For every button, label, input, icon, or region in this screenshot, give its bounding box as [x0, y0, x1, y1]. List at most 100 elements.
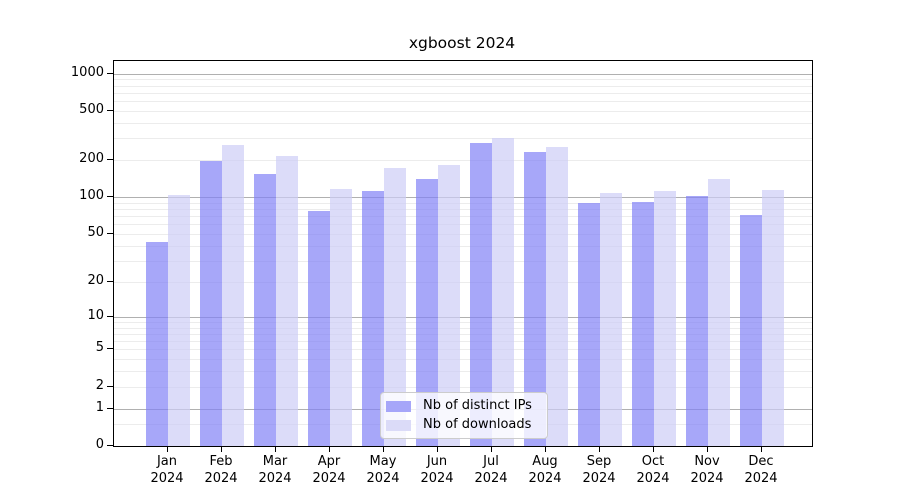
gridline-minor — [114, 101, 812, 103]
x-tick-label-dec: Dec 2024 — [721, 454, 801, 487]
gridline-major — [114, 73, 812, 75]
gridline-minor — [114, 359, 812, 361]
y-tick-mark — [107, 110, 113, 111]
x-tick-label-jul: Jul 2024 — [451, 454, 531, 487]
y-tick-mark — [107, 196, 113, 198]
gridline-minor — [114, 349, 812, 351]
y-tick-label: 50 — [87, 225, 104, 241]
x-tick-mark — [329, 446, 330, 452]
legend-swatch-downloads-icon — [386, 419, 411, 431]
x-tick-label-aug: Aug 2024 — [505, 454, 585, 487]
y-tick-label: 1 — [95, 399, 104, 415]
gridline-minor — [114, 224, 812, 226]
x-tick-label-jun: Jun 2024 — [397, 454, 477, 487]
x-tick-month: Dec — [748, 454, 774, 469]
gridline-major — [114, 197, 812, 199]
y-tick-label: 1000 — [70, 64, 104, 80]
gridline-minor — [114, 333, 812, 335]
bar-distinct-ips-jun-2024 — [416, 179, 438, 446]
gridline-minor — [114, 160, 812, 162]
bar-downloads-feb-2024 — [222, 144, 244, 446]
bar-distinct-ips-jul-2024 — [470, 142, 492, 446]
x-tick-mark — [167, 446, 168, 452]
x-tick-month: Jan — [156, 454, 178, 469]
y-tick-label: 2 — [95, 377, 104, 393]
gridline-minor — [114, 386, 812, 388]
gridline-minor — [114, 209, 812, 211]
bar-distinct-ips-apr-2024 — [308, 211, 330, 446]
bar-distinct-ips-may-2024 — [362, 190, 384, 446]
x-tick-year: 2024 — [582, 470, 616, 486]
x-tick-label-may: May 2024 — [343, 454, 423, 487]
x-tick-mark — [707, 446, 708, 452]
x-tick-month: Mar — [262, 454, 288, 469]
gridline-minor — [114, 202, 812, 204]
bar-downloads-nov-2024 — [708, 178, 730, 446]
x-tick-month: Feb — [209, 454, 233, 469]
legend-swatch-distinct-ips-icon — [386, 400, 411, 412]
y-tick-label: 5 — [95, 340, 104, 356]
x-tick-year: 2024 — [474, 470, 508, 486]
gridline-minor — [114, 79, 812, 81]
bar-downloads-may-2024 — [384, 168, 406, 446]
x-tick-mark — [221, 446, 222, 452]
legend-label-downloads: Nb of downloads — [423, 417, 532, 432]
x-tick-mark — [599, 446, 600, 452]
gridline-major — [114, 316, 812, 318]
x-tick-label-apr: Apr 2024 — [289, 454, 369, 487]
gridline-minor — [114, 327, 812, 329]
gridline-minor — [114, 216, 812, 218]
y-tick-mark — [107, 385, 113, 387]
bar-distinct-ips-aug-2024 — [524, 151, 546, 446]
y-tick-label: 100 — [79, 188, 104, 204]
bar-downloads-jan-2024 — [168, 194, 190, 446]
x-tick-year: 2024 — [258, 470, 292, 486]
x-tick-year: 2024 — [636, 470, 670, 486]
x-tick-label-sep: Sep 2024 — [559, 454, 639, 487]
bar-downloads-mar-2024 — [276, 156, 298, 446]
x-tick-month: Nov — [694, 454, 720, 469]
legend: Nb of distinct IPs Nb of downloads — [380, 392, 548, 439]
gridline-minor — [114, 234, 812, 236]
y-tick-mark — [107, 348, 113, 350]
gridline-minor — [114, 138, 812, 140]
bar-downloads-aug-2024 — [546, 146, 568, 446]
x-tick-label-jan: Jan 2024 — [127, 454, 207, 487]
x-tick-mark — [437, 446, 438, 452]
x-tick-year: 2024 — [744, 470, 778, 486]
bar-downloads-apr-2024 — [330, 189, 352, 446]
legend-entry-distinct-ips: Nb of distinct IPs — [386, 399, 539, 413]
x-tick-year: 2024 — [690, 470, 724, 486]
y-tick-label: 0 — [95, 437, 104, 452]
x-tick-label-nov: Nov 2024 — [667, 454, 747, 487]
x-tick-year: 2024 — [204, 470, 238, 486]
gridline-minor — [114, 260, 812, 262]
y-tick-mark — [107, 72, 113, 74]
x-tick-label-oct: Oct 2024 — [613, 454, 693, 487]
bar-distinct-ips-oct-2024 — [632, 201, 654, 446]
bar-distinct-ips-feb-2024 — [200, 161, 222, 446]
bar-distinct-ips-jan-2024 — [146, 242, 168, 446]
y-tick-label: 500 — [79, 102, 104, 117]
x-tick-year: 2024 — [420, 470, 454, 486]
x-tick-year: 2024 — [312, 470, 346, 486]
x-tick-month: Oct — [641, 454, 665, 469]
y-tick-mark — [107, 315, 113, 317]
x-tick-label-feb: Feb 2024 — [181, 454, 261, 487]
x-tick-label-mar: Mar 2024 — [235, 454, 315, 487]
gridline-minor — [114, 321, 812, 323]
bar-distinct-ips-mar-2024 — [254, 174, 276, 446]
gridline-minor — [114, 341, 812, 343]
bar-distinct-ips-sep-2024 — [578, 202, 600, 446]
bar-downloads-oct-2024 — [654, 190, 676, 446]
bar-downloads-jul-2024 — [492, 138, 514, 446]
x-tick-mark — [383, 446, 384, 452]
x-tick-mark — [491, 446, 492, 452]
x-tick-year: 2024 — [150, 470, 184, 486]
y-tick-label: 20 — [87, 272, 104, 288]
gridline-minor — [114, 281, 812, 283]
y-tick-mark — [107, 233, 113, 235]
bar-distinct-ips-nov-2024 — [686, 195, 708, 446]
x-tick-year: 2024 — [528, 470, 562, 486]
